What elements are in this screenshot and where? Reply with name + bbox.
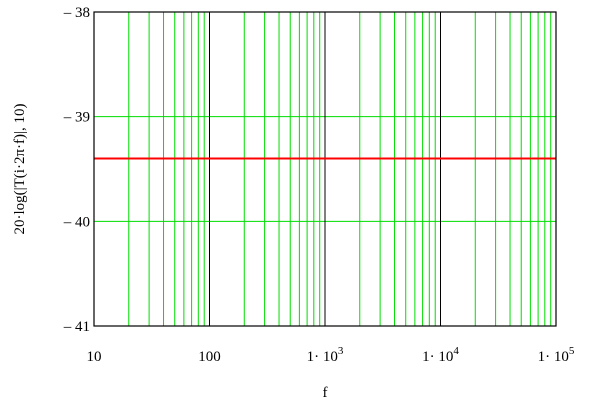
x-tick-label: 1· 105 [538,345,575,365]
x-tick-label: 1· 103 [307,345,344,365]
y-axis-label: 20·log(|T(i·2π·f)|, 10) [12,103,28,234]
x-tick-exponent: 4 [453,345,459,357]
x-tick-label: 10 [87,349,102,365]
x-tick-label: 1· 104 [422,345,459,365]
x-tick-exponent: 5 [569,345,575,357]
y-tick-labels: – 38 – 39 – 40 – 41 [63,5,90,335]
x-axis-label: f [323,385,328,401]
y-tick-label: – 41 [63,319,90,335]
major-grid [209,12,441,326]
y-tick-label: – 39 [63,110,90,126]
x-tick-label: 100 [198,349,221,365]
y-tick-label: – 38 [63,5,90,21]
x-tick-labels: 10 100 1· 103 1· 104 1· 105 [87,345,575,365]
x-tick-exponent: 3 [338,345,344,357]
y-tick-label: – 40 [63,214,90,230]
plot-frame [93,11,557,327]
minor-grid [94,12,556,326]
